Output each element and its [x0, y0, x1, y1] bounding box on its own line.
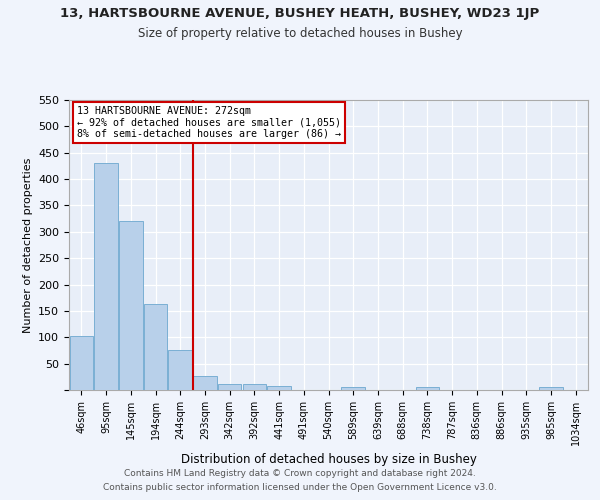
Bar	[169, 350, 192, 390]
Bar	[341, 388, 365, 390]
Text: 13 HARTSBOURNE AVENUE: 272sqm
← 92% of detached houses are smaller (1,055)
8% of: 13 HARTSBOURNE AVENUE: 272sqm ← 92% of d…	[77, 106, 341, 139]
Bar	[193, 376, 217, 390]
Bar	[218, 384, 241, 390]
Bar	[242, 384, 266, 390]
Bar	[144, 304, 167, 390]
Text: 13, HARTSBOURNE AVENUE, BUSHEY HEATH, BUSHEY, WD23 1JP: 13, HARTSBOURNE AVENUE, BUSHEY HEATH, BU…	[61, 8, 539, 20]
Text: Contains public sector information licensed under the Open Government Licence v3: Contains public sector information licen…	[103, 484, 497, 492]
Bar	[268, 386, 291, 390]
Y-axis label: Number of detached properties: Number of detached properties	[23, 158, 32, 332]
Bar	[539, 388, 563, 390]
Bar	[416, 387, 439, 390]
Bar	[94, 164, 118, 390]
Bar	[119, 222, 143, 390]
X-axis label: Distribution of detached houses by size in Bushey: Distribution of detached houses by size …	[181, 454, 476, 466]
Bar	[70, 336, 93, 390]
Text: Contains HM Land Registry data © Crown copyright and database right 2024.: Contains HM Land Registry data © Crown c…	[124, 468, 476, 477]
Text: Size of property relative to detached houses in Bushey: Size of property relative to detached ho…	[137, 28, 463, 40]
